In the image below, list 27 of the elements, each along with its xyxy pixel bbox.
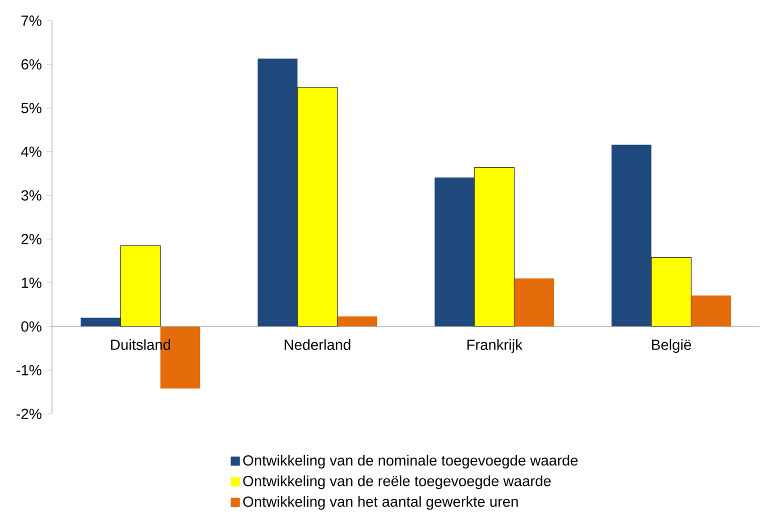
y-tick-label: 4%	[21, 146, 42, 157]
x-tick-label: Frankrijk	[467, 339, 522, 353]
bar	[612, 144, 652, 326]
bar	[297, 87, 338, 327]
bar	[258, 58, 298, 326]
y-tick-label: 2%	[21, 234, 42, 244]
x-tick-label: België	[652, 339, 691, 353]
y-tick-label: 3%	[21, 190, 42, 201]
bar	[434, 177, 474, 326]
y-tick-label: 1%	[22, 278, 42, 288]
y-tick-label: 5%	[21, 102, 42, 114]
bar	[80, 318, 121, 326]
y-tick-label: 6%	[22, 59, 42, 70]
bar	[514, 278, 554, 326]
legend-label: Ontwikkeling van het aantal gewerkte uren	[243, 496, 518, 510]
x-tick-label: Nederland	[284, 339, 350, 350]
bar	[474, 167, 515, 327]
bar	[651, 257, 692, 327]
y-tick-label: -1%	[16, 365, 42, 376]
bar	[120, 245, 161, 327]
bar	[691, 295, 731, 326]
bar	[337, 316, 378, 326]
y-tick-label: 7%	[22, 16, 42, 26]
y-tick-label: -2%	[16, 408, 42, 419]
legend-label: Ontwikkeling van de nominale toegevoegde waarde	[243, 454, 578, 468]
legend-label: Ontwikkeling van de reële toegevoegde waarde	[243, 475, 551, 490]
y-tick-label: 0%	[21, 321, 42, 332]
